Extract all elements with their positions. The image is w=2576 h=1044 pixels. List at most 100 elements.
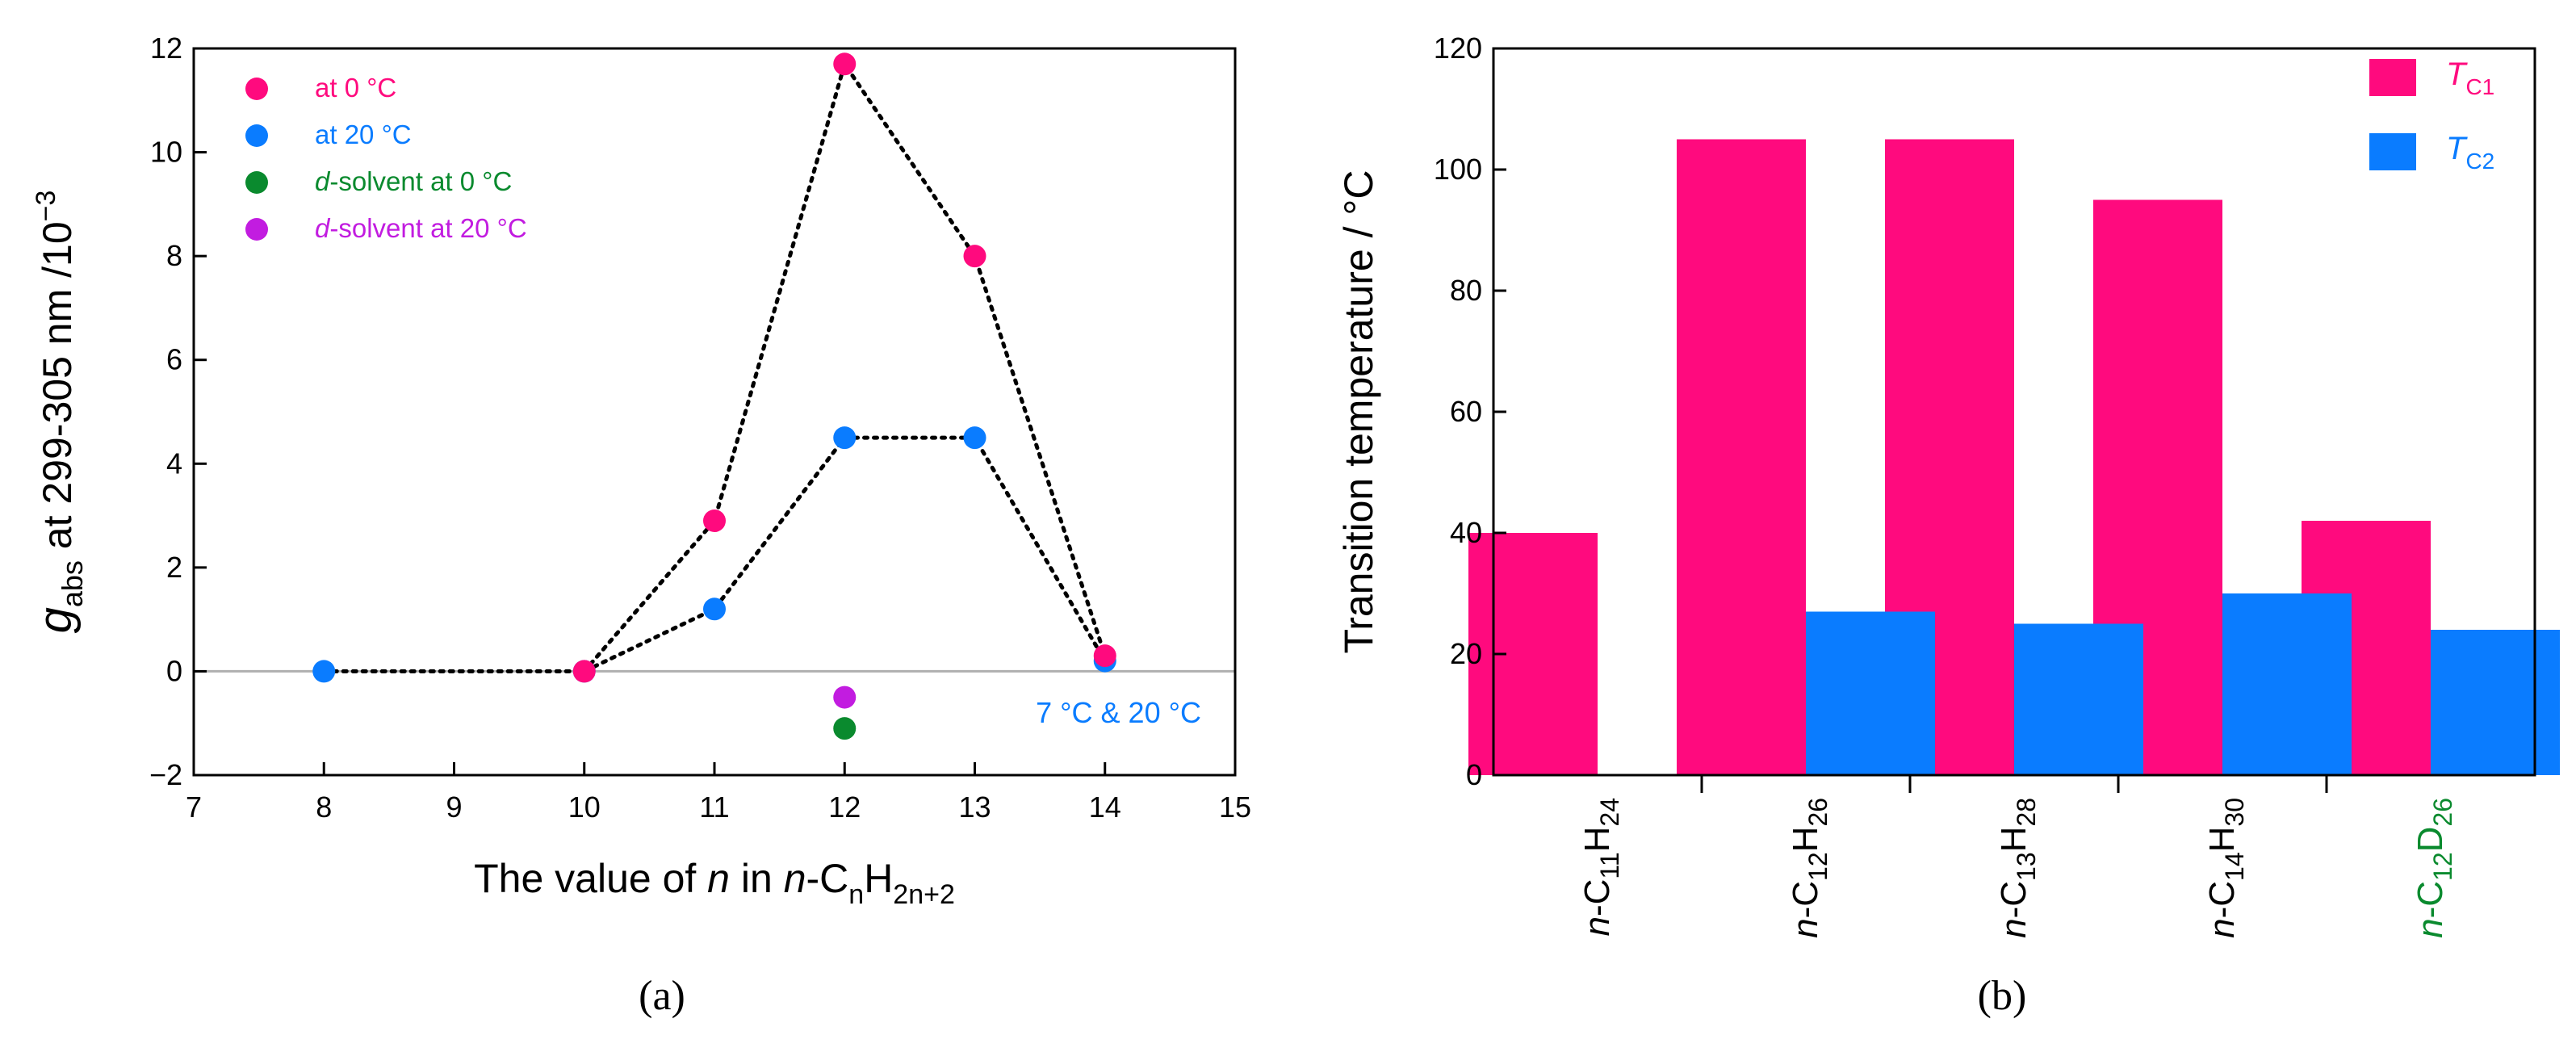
- legend-label-text: at 0 °C: [315, 73, 396, 103]
- category-label-part: 12: [2428, 852, 2457, 881]
- category-label: n-C12D26: [2411, 798, 2457, 938]
- legend-label: d-solvent at 0 °C: [315, 166, 512, 196]
- bars: [1468, 139, 2560, 775]
- y-tick-label: 120: [1434, 31, 1482, 65]
- annotation-text: 7 °C & 20 °C: [1036, 696, 1201, 729]
- legend-label-text: -solvent at 0 °C: [329, 166, 512, 196]
- legend-label-symbol: T: [2446, 131, 2468, 166]
- category-label-prefix: n: [1577, 916, 1617, 936]
- x-axis-ticks: 7 8 9 10 11 12 13 14 15: [186, 762, 1251, 824]
- y-axis-title: Transition temperature / °C: [1336, 170, 1381, 654]
- y-tick-label: 4: [166, 447, 182, 480]
- category-label-part: -C: [2202, 881, 2242, 918]
- legend-marker-pink: [245, 78, 268, 100]
- legend-label-text: at 20 °C: [315, 119, 412, 149]
- y-axis-ticks: 0 20 40 60 80 100 120: [1434, 31, 1506, 791]
- category-label: n-C13H28: [1994, 798, 2041, 938]
- y-tick-label: 10: [150, 136, 182, 169]
- legend: at 0 °Cat 20 °Cd-solvent at 0 °Cd-solven…: [245, 73, 527, 243]
- x-tick-label: 12: [828, 790, 861, 824]
- legend-label: at 0 °C: [315, 73, 396, 103]
- x-tick-label: 8: [316, 790, 332, 824]
- category-label-prefix: n: [2202, 918, 2242, 937]
- category-label-part: D: [2411, 827, 2450, 853]
- legend-marker-purple: [245, 218, 268, 241]
- category-label-part: -C: [1786, 881, 1825, 918]
- y-tick-label: 100: [1434, 153, 1482, 186]
- x-tick-label: 7: [186, 790, 202, 824]
- legend-swatch-tc2: [2369, 133, 2416, 170]
- category-label: n-C11H24: [1577, 798, 1624, 937]
- x-tick-label: 15: [1219, 790, 1251, 824]
- data-point-pink: [572, 660, 596, 683]
- category-label-part: 26: [2428, 798, 2457, 827]
- y-tick-label: 2: [166, 551, 182, 584]
- category-label-part: H: [1786, 827, 1825, 853]
- category-label-part: 14: [2220, 852, 2249, 881]
- y-tick-label: 80: [1450, 274, 1482, 307]
- y-tick-label: 0: [1466, 758, 1482, 791]
- legend-marker-green: [245, 171, 268, 194]
- data-point-blue: [833, 426, 857, 450]
- x-axis-category-separators: [1700, 775, 2328, 793]
- bar-tc2: [2014, 623, 2143, 775]
- category-label: n-C12H26: [1786, 798, 1833, 938]
- data-point-purple: [833, 686, 857, 709]
- category-label-part: 30: [2220, 798, 2249, 827]
- category-label-part: 26: [1803, 798, 1833, 827]
- y-tick-label: 20: [1450, 637, 1482, 670]
- category-label-part: H: [1577, 827, 1617, 853]
- x-tick-label: 14: [1089, 790, 1121, 824]
- panel-a-letter: (a): [639, 973, 685, 1019]
- x-tick-label: 10: [568, 790, 601, 824]
- y-tick-label: 8: [166, 239, 182, 272]
- series-line-1: [582, 59, 1108, 673]
- data-point-blue: [312, 660, 336, 683]
- bar-tc1: [1468, 533, 1598, 775]
- legend-label-prefix: d: [315, 213, 331, 243]
- x-axis-title: The value of n in n-CnH2n+2: [474, 856, 955, 910]
- bar-tc2: [2222, 593, 2352, 775]
- data-point-pink: [703, 509, 726, 532]
- dotted-series-lines: [321, 59, 1108, 673]
- category-label-part: H: [1994, 827, 2034, 853]
- legend-label-subscript: C2: [2465, 149, 2494, 174]
- y-tick-label: 12: [150, 31, 182, 65]
- data-point-blue: [703, 597, 726, 621]
- legend-label-symbol: T: [2446, 57, 2468, 92]
- data-point-pink: [833, 52, 857, 76]
- category-label-part: 24: [1595, 798, 1624, 827]
- panel-b-letter: (b): [1978, 973, 2027, 1019]
- y-tick-label: 60: [1450, 395, 1482, 428]
- x-tick-label: 11: [699, 790, 729, 824]
- y-tick-label: 0: [166, 654, 182, 687]
- y-axis-title: gabs at 299-305 nm /10−3: [29, 191, 89, 634]
- legend-label: d-solvent at 20 °C: [315, 213, 527, 243]
- category-label-part: 11: [1595, 852, 1624, 878]
- category-label-part: -C: [2411, 881, 2450, 918]
- y-tick-label: −2: [149, 758, 182, 791]
- data-point-blue: [963, 426, 986, 450]
- data-point-pink: [1093, 644, 1116, 668]
- legend-label-text: -solvent at 20 °C: [329, 213, 526, 243]
- legend-label-prefix: d: [315, 166, 331, 196]
- category-label-part: 28: [2012, 798, 2041, 827]
- category-label-part: -C: [1577, 879, 1617, 916]
- category-label-part: 12: [1803, 852, 1833, 881]
- y-tick-label: 6: [166, 343, 182, 376]
- bar-tc2: [1806, 611, 1935, 775]
- x-tick-label: 9: [446, 790, 462, 824]
- category-label-prefix: n: [1994, 918, 2034, 937]
- category-label-prefix: n: [1786, 918, 1825, 937]
- bar-tc2: [2431, 630, 2560, 775]
- plot-frame: [192, 47, 1237, 777]
- legend-marker-blue: [245, 124, 268, 147]
- legend-label: at 20 °C: [315, 119, 412, 149]
- category-label-part: H: [2202, 827, 2242, 853]
- series-line-2: [321, 435, 1108, 673]
- y-axis-ticks: −2 0 2 4 6 8 10 12: [149, 31, 207, 791]
- legend-label: TC2: [2446, 131, 2494, 174]
